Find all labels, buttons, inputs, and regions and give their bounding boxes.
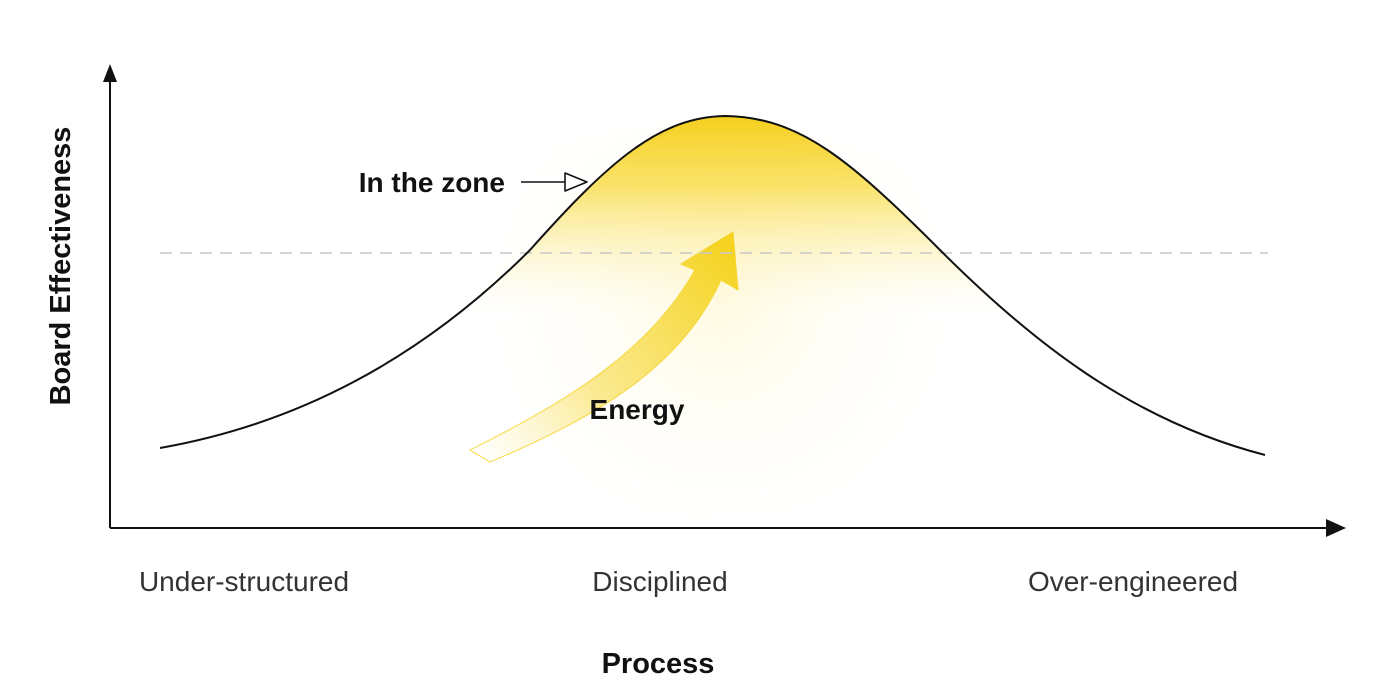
energy-arrow bbox=[468, 230, 739, 463]
y-axis-arrowhead bbox=[103, 64, 117, 82]
x-axis-arrowhead bbox=[1326, 519, 1346, 537]
y-axis-label: Board Effectiveness bbox=[45, 127, 77, 406]
category-disciplined: Disciplined bbox=[592, 566, 727, 597]
category-over-engineered: Over-engineered bbox=[1028, 566, 1238, 597]
zone-highlight bbox=[160, 116, 1265, 528]
category-under-structured: Under-structured bbox=[139, 566, 349, 597]
x-axis-label: Process bbox=[602, 648, 715, 680]
effectiveness-curve bbox=[159, 114, 1266, 456]
energy-label: Energy bbox=[590, 394, 685, 425]
zone-label: In the zone bbox=[359, 167, 505, 198]
